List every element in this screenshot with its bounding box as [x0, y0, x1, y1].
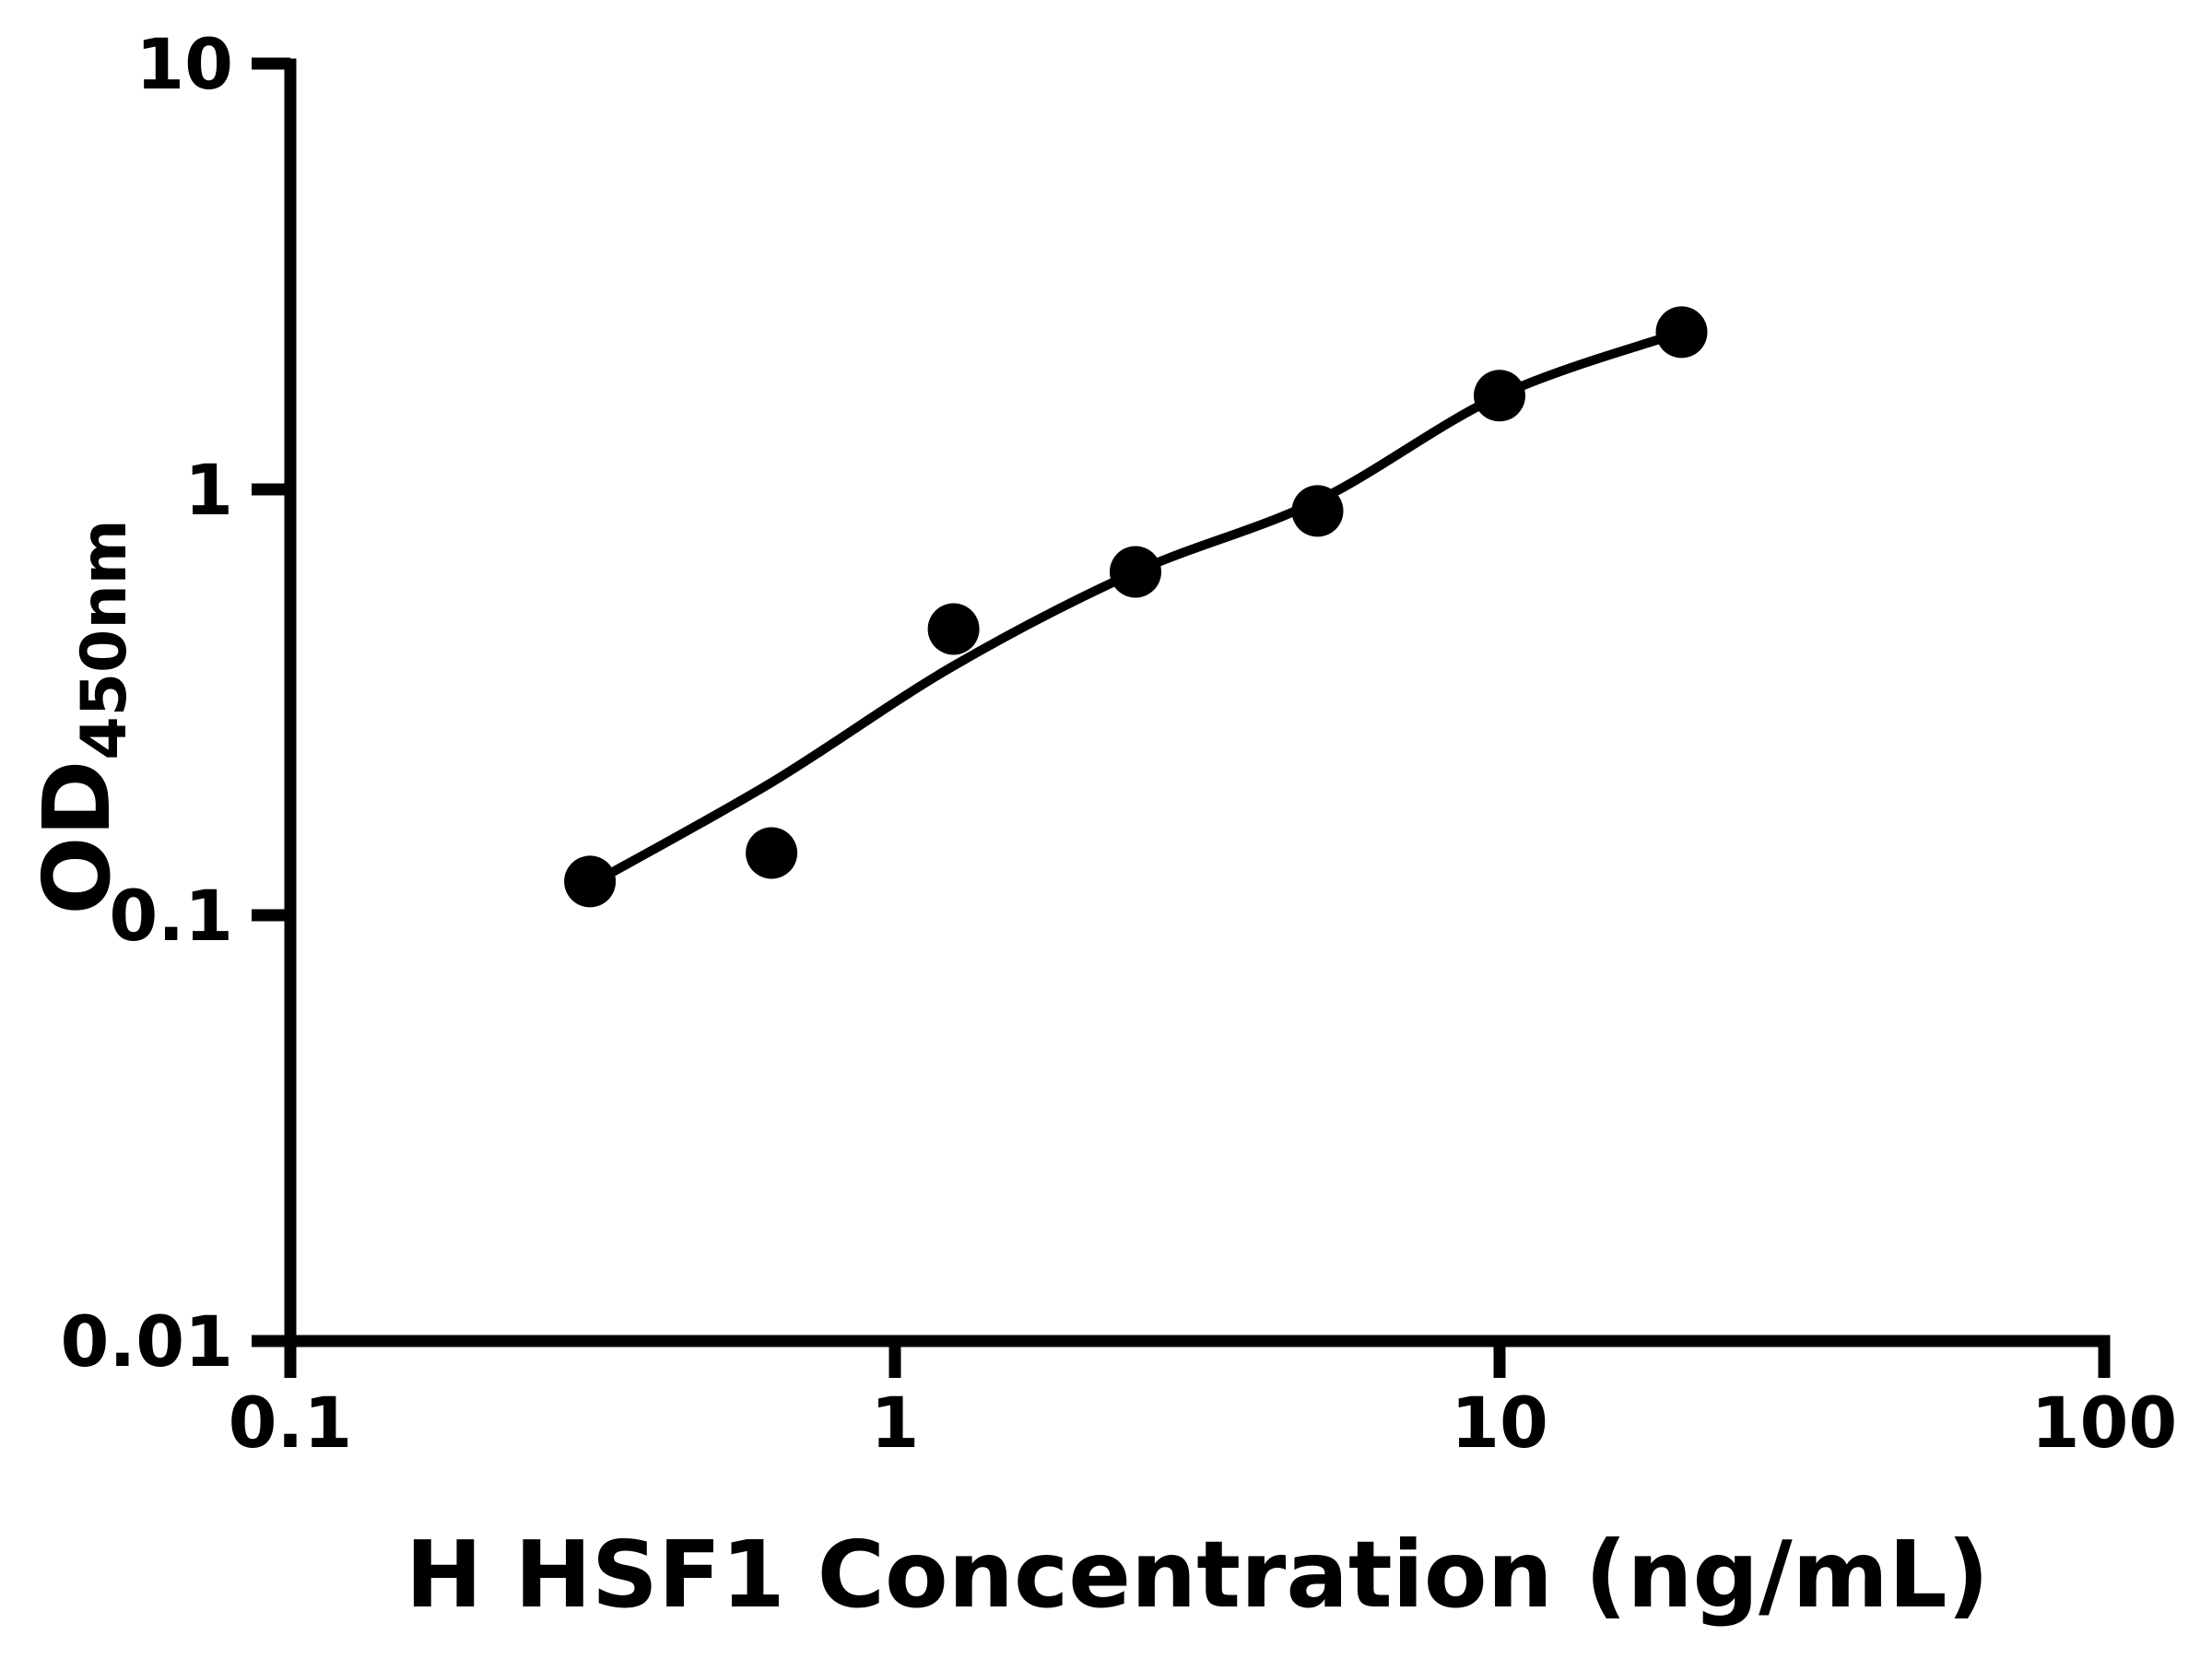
axes	[284, 58, 2111, 1347]
y-tick-label: 0.1	[109, 875, 233, 957]
x-tick-label: 100	[2031, 1382, 2178, 1464]
fit-curve	[585, 327, 1687, 889]
data-point	[1474, 370, 1525, 422]
x-tick-label: 0.1	[229, 1382, 353, 1464]
y-axis-label-main: OD	[23, 760, 131, 915]
y-tick-label: 0.01	[60, 1300, 233, 1382]
data-point	[927, 603, 980, 655]
y-axis-label: OD450nm	[23, 519, 141, 914]
data-point	[564, 855, 617, 908]
y-tick-label: 1	[184, 449, 233, 531]
data-point	[1110, 546, 1161, 598]
data-point	[1291, 485, 1344, 537]
data-point	[746, 827, 798, 879]
x-tick-label: 1	[871, 1382, 920, 1464]
x-tick-label: 10	[1451, 1382, 1548, 1464]
plot-content	[564, 306, 1708, 908]
y-tick-label: 10	[135, 23, 233, 105]
data-point	[1655, 306, 1708, 359]
y-axis-label-subscript: 450nm	[68, 519, 141, 759]
axis-ticks	[252, 57, 2111, 1378]
x-axis-label: H HSF1 Concentration (ng/mL)	[406, 1521, 1990, 1629]
